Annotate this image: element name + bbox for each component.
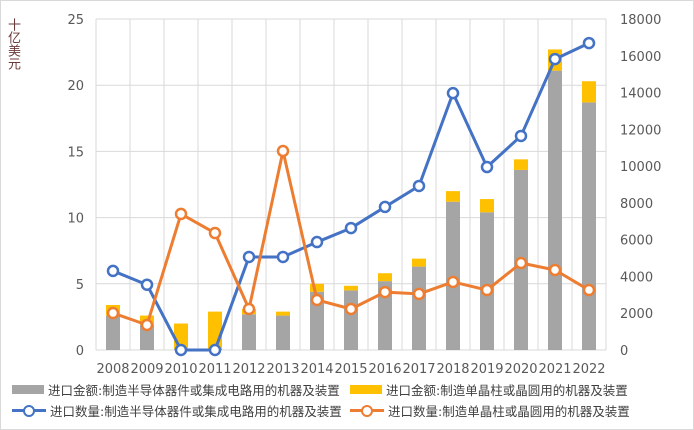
- point-wafer-2019: [480, 283, 494, 297]
- bar-device-2008: [106, 315, 120, 350]
- point-wafer-2018: [446, 275, 460, 289]
- legend-swatch-blue-line: [12, 404, 46, 417]
- point-wafer-2011: [208, 226, 222, 240]
- y2-tick-label: 16000: [620, 50, 661, 65]
- x-tick-label: 2008: [96, 362, 129, 377]
- bar-device-2009: [140, 324, 154, 350]
- bar-wafer-2015: [344, 285, 358, 291]
- bar-device-2017: [412, 266, 426, 350]
- legend-label: 进口数量:制造半导体器件或集成电路用的机器及装置: [50, 404, 342, 419]
- point-device-2016: [378, 200, 392, 214]
- point-device-2009: [140, 278, 154, 291]
- x-tick-label: 2022: [572, 362, 605, 377]
- point-device-2017: [412, 179, 426, 193]
- bar-wafer-2011: [208, 311, 222, 349]
- x-tick-label: 2021: [538, 362, 571, 377]
- point-wafer-2014: [310, 293, 324, 307]
- point-wafer-2010: [174, 207, 188, 221]
- point-wafer-2016: [378, 285, 392, 299]
- y2-tick-label: 6000: [620, 234, 653, 249]
- bar-device-2012: [242, 314, 256, 350]
- x-tick-label: 2011: [198, 362, 231, 377]
- bar-device-2013: [276, 315, 290, 350]
- point-wafer-2015: [344, 302, 358, 316]
- y2-tick-label: 8000: [620, 197, 653, 212]
- bar-wafer-2016: [378, 273, 392, 282]
- point-device-2018: [446, 86, 460, 100]
- x-tick-label: 2014: [300, 362, 333, 377]
- x-tick-label: 2019: [470, 362, 503, 377]
- y-tick-label: 15: [67, 145, 84, 160]
- point-wafer-2017: [412, 287, 426, 301]
- legend-item-bar-1: 进口金额:制造半导体器件或集成电路用的机器及装置: [12, 380, 340, 399]
- bar-wafer-2018: [446, 191, 460, 202]
- bar-wafer-2019: [480, 199, 494, 213]
- legend-label: 进口金额:制造单晶柱或晶圆用的机器及装置: [386, 383, 628, 398]
- point-device-2022: [582, 36, 596, 50]
- x-tick-label: 2017: [402, 362, 435, 377]
- x-tick-label: 2016: [368, 362, 401, 377]
- point-device-2012: [242, 250, 256, 264]
- y-tick-label: 0: [76, 344, 84, 359]
- y-tick-label: 25: [67, 13, 84, 28]
- point-wafer-2020: [514, 256, 528, 270]
- x-tick-label: 2015: [334, 362, 367, 377]
- bar-wafer-2022: [582, 81, 596, 103]
- bar-device-2014: [310, 291, 324, 350]
- y-axis-title: 十亿美元: [5, 18, 20, 70]
- y-tick-label: 5: [76, 278, 84, 293]
- legend-item-line-1: 进口数量:制造半导体器件或集成电路用的机器及装置: [12, 401, 342, 420]
- x-tick-label: 2013: [266, 362, 299, 377]
- point-wafer-2021: [548, 263, 562, 277]
- point-device-2014: [310, 235, 324, 249]
- y2-tick-label: 18000: [620, 13, 661, 28]
- y2-tick-label: 14000: [620, 87, 661, 102]
- legend-item-bar-2: 进口金额:制造单晶柱或晶圆用的机器及装置: [350, 380, 628, 399]
- point-wafer-2009: [140, 318, 154, 332]
- point-device-2013: [276, 250, 290, 264]
- legend-swatch-orange-line: [350, 404, 384, 417]
- y2-tick-label: 4000: [620, 270, 653, 285]
- legend-label: 进口金额:制造半导体器件或集成电路用的机器及装置: [48, 383, 340, 398]
- bar-wafer-2017: [412, 258, 426, 267]
- bar-device-2015: [344, 290, 358, 350]
- bar-device-2022: [582, 102, 596, 350]
- point-wafer-2022: [582, 283, 596, 297]
- x-tick-label: 2020: [504, 362, 537, 377]
- x-tick-label: 2018: [436, 362, 469, 377]
- point-device-2010: [174, 343, 188, 357]
- point-device-2008: [106, 264, 120, 278]
- legend-swatch-gray: [12, 385, 44, 394]
- point-device-2015: [344, 221, 358, 235]
- bar-device-2019: [480, 212, 494, 350]
- bar-device-2021: [548, 70, 562, 351]
- bar-wafer-2014: [310, 283, 324, 292]
- legend-label: 进口数量:制造单晶柱或晶圆用的机器及装置: [388, 404, 630, 419]
- point-wafer-2013: [276, 144, 290, 158]
- bar-wafer-2013: [276, 311, 290, 316]
- point-device-2019: [480, 160, 494, 174]
- x-tick-label: 2012: [232, 362, 265, 377]
- legend-swatch-yellow: [350, 385, 382, 394]
- y-tick-label: 10: [67, 212, 84, 227]
- bar-device-2016: [378, 281, 392, 350]
- x-tick-label: 2010: [164, 362, 197, 377]
- legend-item-line-2: 进口数量:制造单晶柱或晶圆用的机器及装置: [350, 401, 630, 420]
- y2-tick-label: 0: [620, 344, 628, 359]
- bar-wafer-2020: [514, 159, 528, 170]
- y-tick-label: 20: [67, 79, 84, 94]
- y2-tick-label: 12000: [620, 123, 661, 138]
- y2-tick-label: 10000: [620, 160, 661, 175]
- point-device-2021: [548, 52, 562, 66]
- point-device-2011: [208, 343, 222, 357]
- point-wafer-2008: [106, 306, 120, 320]
- point-wafer-2012: [242, 302, 256, 316]
- point-device-2020: [514, 129, 528, 143]
- y2-tick-label: 2000: [620, 307, 653, 322]
- x-tick-label: 2009: [130, 362, 163, 377]
